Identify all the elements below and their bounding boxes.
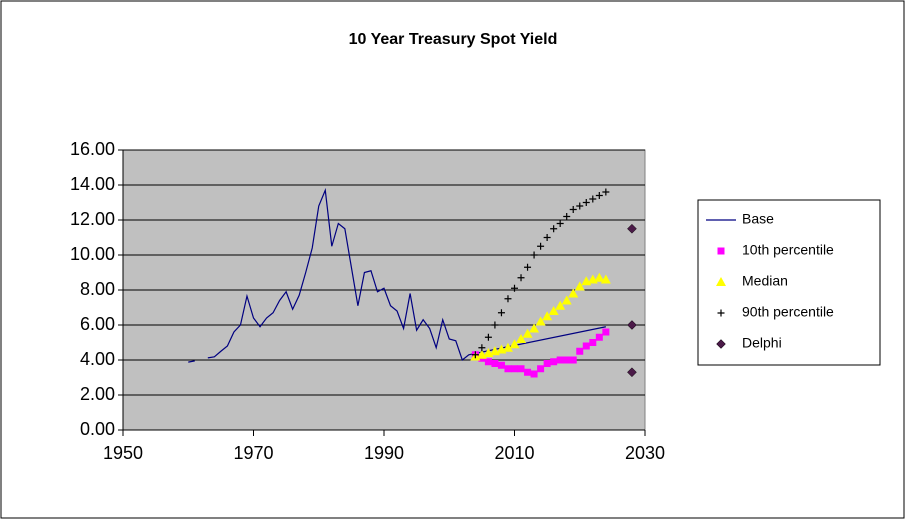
point: [504, 295, 512, 303]
point: [537, 242, 545, 250]
point: [555, 300, 566, 310]
legend-swatch: [716, 277, 726, 286]
legend-swatch: [717, 309, 725, 317]
y-tick-label: 16.00: [70, 139, 115, 159]
chart-title: 10 Year Treasury Spot Yield: [349, 31, 558, 48]
point: [543, 234, 551, 241]
point: [511, 365, 518, 373]
y-tick-label: 14.00: [70, 174, 115, 194]
point: [563, 356, 571, 364]
x-tick-label: 1970: [233, 443, 273, 463]
point: [563, 213, 571, 220]
legend-label: Delphi: [742, 335, 782, 351]
y-tick-label: 8.00: [80, 279, 115, 299]
point: [484, 333, 492, 341]
x-tick-label: 1950: [103, 443, 143, 463]
x-tick-label: 2010: [494, 443, 534, 463]
legend-label: Base: [742, 211, 774, 227]
x-tick-label: 2030: [625, 443, 665, 463]
point: [509, 339, 520, 349]
legend: [697, 199, 881, 366]
point: [574, 281, 585, 291]
y-tick-label: 4.00: [80, 349, 115, 369]
point: [568, 288, 579, 298]
point: [543, 360, 551, 367]
point: [535, 316, 546, 326]
point: [478, 344, 486, 352]
point: [502, 342, 513, 352]
y-tick-label: 12.00: [70, 209, 115, 229]
point: [524, 368, 532, 376]
point: [537, 365, 545, 373]
y-tick-label: 10.00: [70, 244, 115, 264]
point: [484, 358, 492, 366]
legend-swatch: [716, 339, 726, 349]
point: [576, 347, 584, 355]
point: [627, 367, 637, 378]
point: [589, 339, 597, 346]
point: [561, 295, 572, 305]
point: [602, 328, 610, 336]
point: [627, 320, 637, 330]
series-line: [188, 187, 606, 363]
y-tick-label: 2.00: [80, 384, 115, 404]
point: [600, 274, 611, 284]
point: [542, 311, 553, 321]
point: [497, 309, 505, 317]
point: [550, 358, 558, 366]
point: [504, 365, 512, 373]
y-tick-label: 0.00: [80, 419, 115, 439]
point: [582, 342, 590, 350]
point: [517, 274, 525, 282]
point: [471, 351, 479, 359]
point: [522, 328, 533, 338]
point: [530, 251, 538, 259]
point: [511, 284, 518, 292]
point: [548, 306, 559, 315]
point: [524, 263, 532, 271]
point: [491, 321, 499, 329]
point: [556, 356, 564, 364]
point: [595, 192, 603, 199]
point: [627, 223, 637, 234]
point: [569, 356, 577, 364]
point: [516, 334, 527, 343]
point: [530, 370, 538, 378]
legend-label: Median: [742, 273, 788, 289]
point: [491, 360, 499, 367]
point: [576, 202, 584, 210]
point: [589, 195, 597, 203]
point: [582, 199, 590, 206]
point: [602, 188, 610, 196]
point: [517, 365, 525, 373]
legend-label: 10th percentile: [742, 242, 834, 258]
legend-swatch: [717, 247, 725, 255]
point: [529, 323, 540, 333]
y-tick-label: 6.00: [80, 314, 115, 334]
point: [497, 361, 505, 369]
point: [594, 272, 605, 282]
point: [569, 206, 577, 213]
legend-label: 90th percentile: [742, 304, 834, 320]
point: [556, 220, 564, 227]
point: [550, 225, 558, 233]
point: [595, 333, 603, 341]
x-tick-label: 1990: [364, 443, 404, 463]
